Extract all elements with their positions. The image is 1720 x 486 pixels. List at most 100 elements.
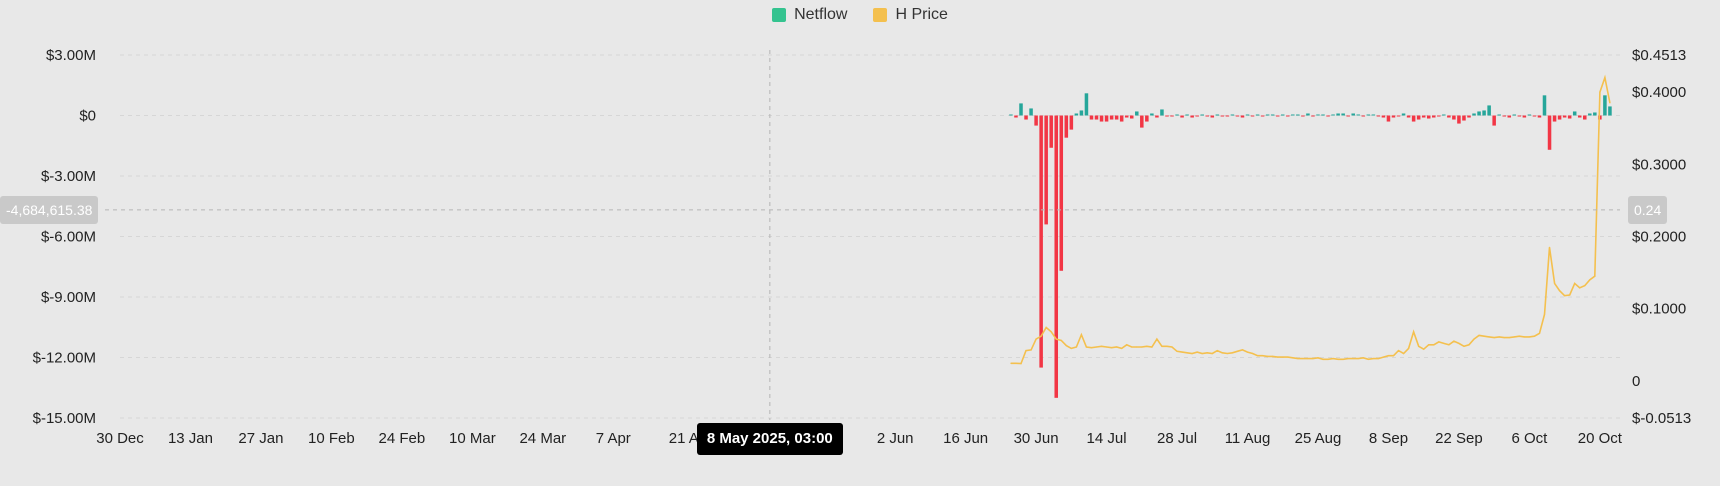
h-price-point: [1191, 352, 1193, 355]
right-axis-tick: 0: [1632, 373, 1640, 390]
netflow-bar: [1482, 110, 1486, 116]
netflow-bar: [1280, 114, 1285, 116]
left-axis-tick: $-6.00M: [41, 229, 96, 246]
h-price-point: [1402, 352, 1405, 355]
left-axis-tick: $-9.00M: [41, 289, 96, 306]
h-price-point: [1146, 345, 1148, 347]
netflow-bar: [1024, 115, 1028, 120]
h-price-point: [1085, 346, 1088, 348]
h-price-point: [1468, 344, 1470, 346]
netflow-bar: [1054, 115, 1059, 398]
h-price-point: [1453, 340, 1455, 342]
h-price-point: [1277, 356, 1279, 358]
netflow-bar: [1119, 115, 1124, 122]
netflow-bar: [1059, 115, 1064, 271]
netflow-bar: [1361, 115, 1366, 117]
netflow-bar: [1371, 114, 1376, 116]
h-price-point: [1211, 352, 1213, 355]
left-axis-tick: $0: [79, 108, 96, 125]
h-price-point: [1262, 355, 1264, 357]
netflow-bar: [1426, 115, 1431, 119]
h-price-point: [1538, 332, 1541, 334]
h-price-point: [1141, 346, 1143, 348]
netflow-bar: [1089, 115, 1094, 120]
legend-item-h-price[interactable]: H Price: [873, 6, 948, 24]
h-price-point: [1372, 357, 1374, 360]
netflow-bar: [1416, 115, 1421, 120]
netflow-bar: [1235, 115, 1240, 117]
x-axis-tick: 10 Mar: [449, 430, 496, 447]
netflow-bar: [1215, 114, 1220, 116]
h-price-point: [1584, 285, 1586, 287]
legend-label-netflow: Netflow: [794, 6, 848, 23]
netflow-bar: [1255, 114, 1260, 116]
h-price-point: [1287, 356, 1289, 358]
h-price-point: [1116, 346, 1118, 348]
right-axis-tick: $0.2000: [1632, 229, 1686, 246]
h-price-point: [1090, 347, 1093, 349]
h-price-point: [1126, 344, 1128, 346]
netflow-bar: [1396, 115, 1401, 117]
netflow-bar: [1588, 113, 1592, 116]
netflow-bar: [1240, 115, 1245, 118]
netflow-bar: [1502, 115, 1506, 117]
netflow-bar: [1019, 103, 1023, 116]
h-price-point: [1564, 295, 1566, 297]
netflow-bar: [1512, 114, 1517, 116]
x-axis-tick: 7 Apr: [596, 430, 631, 447]
h-price-point: [1226, 352, 1228, 355]
h-price-point: [1231, 352, 1234, 354]
netflow-bar: [1145, 115, 1149, 122]
netflow-bar: [1557, 115, 1562, 120]
netflow-bar: [1014, 115, 1018, 118]
h-price-point: [1418, 345, 1420, 347]
h-price-point: [1080, 334, 1083, 336]
h-price-point: [1473, 338, 1475, 340]
crosshair-right-value: 0.24: [1628, 195, 1668, 224]
h-price-line: [1010, 74, 1611, 365]
h-price-point: [1065, 344, 1067, 347]
netflow-bar: [1064, 115, 1069, 138]
h-price-swatch: [873, 8, 888, 22]
netflow-bar: [1039, 115, 1043, 368]
h-price-point: [1423, 348, 1425, 350]
netflow-bar: [1517, 115, 1522, 117]
netflow-bar: [1109, 115, 1114, 120]
x-axis-tick: 22 Sep: [1435, 430, 1483, 447]
netflow-bar: [1366, 114, 1371, 116]
netflow-bar: [1034, 115, 1038, 126]
h-price-point: [1352, 357, 1354, 360]
netflow-bar: [1401, 113, 1406, 116]
netflow-bar: [1316, 114, 1320, 116]
h-price-point: [1392, 355, 1395, 357]
h-price-point: [1010, 362, 1012, 364]
netflow-bar: [1180, 115, 1184, 118]
h-price-point: [1382, 356, 1385, 358]
crosshair-left-value: -4,684,615.38: [0, 195, 99, 224]
netflow-bar: [1497, 114, 1501, 116]
x-axis-tick: 8 Sep: [1369, 430, 1408, 447]
netflow-bar: [1265, 114, 1270, 116]
h-price-point: [1297, 357, 1299, 360]
h-price-point: [1594, 275, 1596, 277]
netflow-bar: [1205, 115, 1210, 117]
netflow-bar: [1522, 115, 1527, 118]
x-axis-tick: 28 Jul: [1157, 430, 1197, 447]
netflow-bar: [1165, 115, 1169, 117]
h-price-point: [1397, 350, 1400, 352]
h-price-point: [1095, 346, 1098, 348]
h-price-point: [1292, 357, 1294, 359]
h-price-point: [1050, 331, 1052, 333]
h-price-point: [1181, 351, 1183, 353]
netflow-bar: [1275, 115, 1280, 117]
h-price-point: [1367, 358, 1369, 360]
x-axis-tick: 11 Aug: [1225, 430, 1271, 447]
h-price-point: [1206, 352, 1208, 354]
netflow-bar: [1321, 114, 1325, 116]
h-price-point: [1407, 347, 1410, 350]
h-price-point: [1161, 345, 1163, 347]
legend-item-netflow[interactable]: Netflow: [772, 6, 847, 24]
h-price-point: [1448, 344, 1450, 346]
left-axis-tick: $-15.00M: [33, 410, 96, 427]
